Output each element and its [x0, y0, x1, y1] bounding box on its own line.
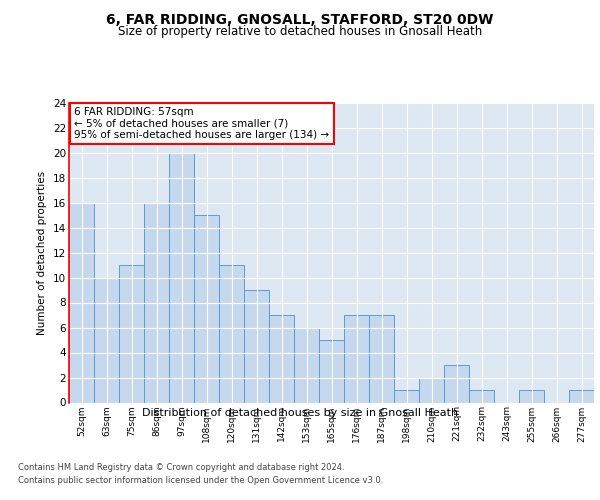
Bar — [119, 265, 144, 402]
Text: Distribution of detached houses by size in Gnosall Heath: Distribution of detached houses by size … — [142, 408, 458, 418]
Text: 6, FAR RIDDING, GNOSALL, STAFFORD, ST20 0DW: 6, FAR RIDDING, GNOSALL, STAFFORD, ST20 … — [106, 12, 494, 26]
Bar — [519, 390, 544, 402]
Bar — [394, 390, 419, 402]
Bar — [319, 340, 344, 402]
Bar — [569, 390, 594, 402]
Bar — [269, 315, 294, 402]
Bar — [294, 328, 319, 402]
Bar — [194, 215, 219, 402]
Text: Size of property relative to detached houses in Gnosall Heath: Size of property relative to detached ho… — [118, 25, 482, 38]
Y-axis label: Number of detached properties: Number of detached properties — [37, 170, 47, 334]
Text: Contains public sector information licensed under the Open Government Licence v3: Contains public sector information licen… — [18, 476, 383, 485]
Bar — [219, 265, 244, 402]
Bar — [94, 278, 119, 402]
Bar — [369, 315, 394, 402]
Bar — [344, 315, 369, 402]
Text: 6 FAR RIDDING: 57sqm
← 5% of detached houses are smaller (7)
95% of semi-detache: 6 FAR RIDDING: 57sqm ← 5% of detached ho… — [74, 107, 329, 140]
Bar — [144, 202, 169, 402]
Bar — [419, 378, 444, 402]
Bar — [169, 152, 194, 402]
Bar — [244, 290, 269, 403]
Bar — [444, 365, 469, 403]
Bar — [469, 390, 494, 402]
Text: Contains HM Land Registry data © Crown copyright and database right 2024.: Contains HM Land Registry data © Crown c… — [18, 462, 344, 471]
Bar — [69, 202, 94, 402]
